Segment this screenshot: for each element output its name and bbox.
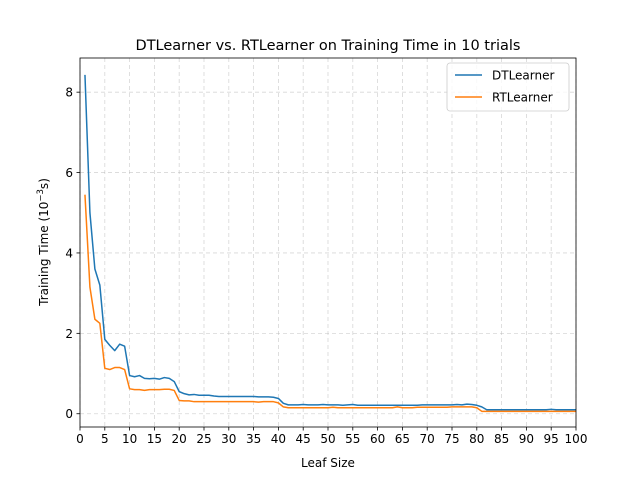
- x-tick-label: 30: [221, 432, 236, 446]
- x-tick-label: 95: [544, 432, 559, 446]
- y-axis-label-tail: s): [37, 178, 51, 189]
- y-tick-label: 8: [65, 86, 73, 100]
- x-tick-label: 75: [444, 432, 459, 446]
- x-tick-label: 35: [246, 432, 261, 446]
- series-line-rtlearner: [84, 194, 576, 413]
- y-tick-label: 4: [65, 246, 73, 260]
- x-tick-label: 50: [320, 432, 335, 446]
- x-tick-label: 10: [122, 432, 137, 446]
- y-axis-label: Training Time (10−3s): [36, 178, 51, 307]
- x-tick-label: 70: [420, 432, 435, 446]
- y-tick-label: 2: [65, 327, 73, 341]
- legend-label-dtlearner: DTLearner: [492, 69, 554, 83]
- x-tick-label: 85: [494, 432, 509, 446]
- y-tick-label: 6: [65, 166, 73, 180]
- x-tick-label: 90: [519, 432, 534, 446]
- x-axis: 0 5 10 15 20 25 30 35 40 45 50 55 60 65 70 75 80 85 90 95 10…: [76, 427, 587, 446]
- x-tick-label: 20: [172, 432, 187, 446]
- y-tick-label: 0: [65, 407, 73, 421]
- x-tick-label: 15: [147, 432, 162, 446]
- x-tick-label: 40: [271, 432, 286, 446]
- y-axis-label-exponent: −3: [36, 189, 46, 202]
- y-axis: 0 2 4 6 8: [65, 86, 80, 421]
- x-tick-label: 0: [76, 432, 84, 446]
- chart-title: DTLearner vs. RTLearner on Training Time…: [136, 38, 521, 54]
- x-tick-label: 5: [101, 432, 109, 446]
- x-tick-label: 65: [395, 432, 410, 446]
- y-axis-label-main: Training Time (10: [37, 202, 51, 307]
- x-tick-label: 25: [196, 432, 211, 446]
- legend-label-rtlearner: RTLearner: [492, 91, 553, 105]
- legend: DTLearner RTLearner: [446, 62, 570, 112]
- x-tick-label: 55: [345, 432, 360, 446]
- series-lines: [84, 74, 576, 413]
- x-tick-label: 45: [296, 432, 311, 446]
- x-tick-label: 60: [370, 432, 385, 446]
- x-tick-label: 100: [565, 432, 588, 446]
- grid-lines: [79, 58, 577, 427]
- x-axis-label: Leaf Size: [301, 456, 355, 470]
- series-line-dtlearner: [84, 74, 576, 411]
- x-tick-label: 80: [469, 432, 484, 446]
